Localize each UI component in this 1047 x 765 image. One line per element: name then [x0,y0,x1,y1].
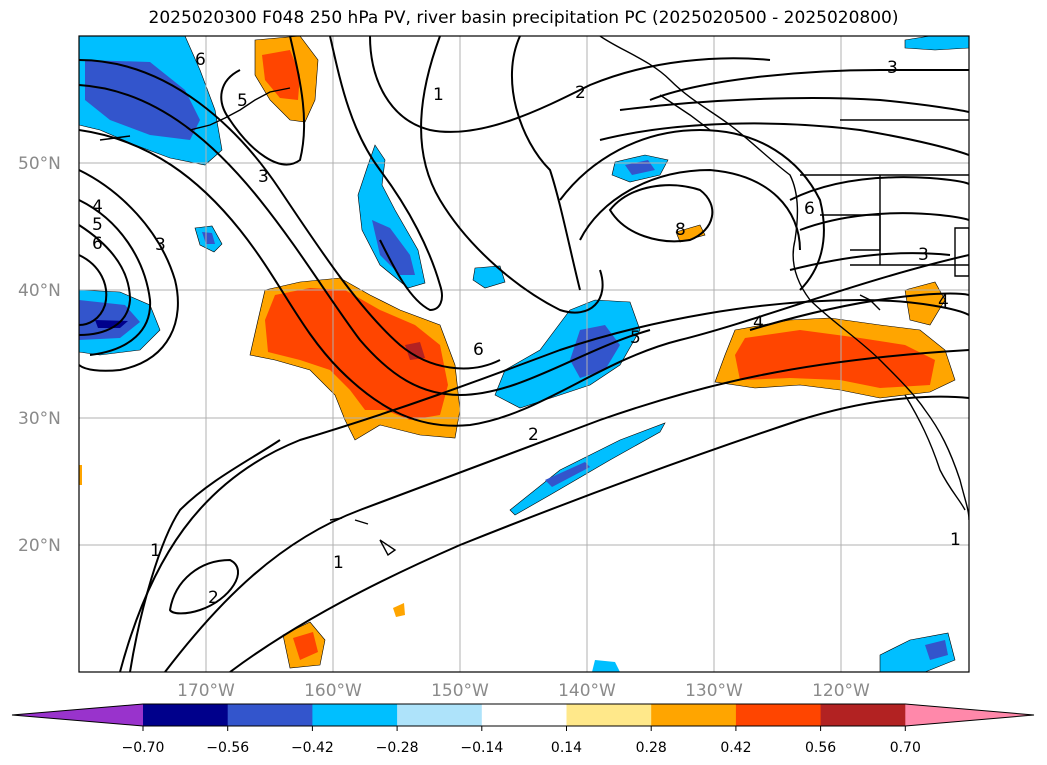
lon-label: 150°W [431,681,489,701]
colorbar-segment [651,704,737,726]
pv-contours [79,36,969,672]
lon-label: 170°W [177,681,235,701]
longitude-labels: 170°W 160°W 150°W 140°W 130°W 120°W [177,681,870,701]
map-title: 2025020300 F048 250 hPa PV, river basin … [148,8,899,28]
contour-label: 5 [630,328,641,348]
contour-label: 3 [155,235,166,255]
contour-label: 3 [258,167,269,187]
contour-label: 6 [195,50,206,70]
colorbar-tick-label: 0.28 [636,740,667,756]
contour-label: 5 [237,91,248,111]
colorbar-tick-label: −0.28 [376,740,419,756]
colorbar-segment [397,704,483,726]
plot-frame [78,35,970,673]
contour-label: 6 [804,199,815,219]
colorbar-extend-low [12,704,143,726]
contour-label: 4 [92,197,103,217]
colorbar-tick-label: −0.56 [206,740,249,756]
lat-label: 50°N [18,154,61,174]
contour-label: 1 [150,541,161,561]
colorbar-tick-label: −0.14 [460,740,503,756]
contour-label: 6 [92,234,103,254]
contour-label: 1 [950,530,961,550]
colorbar-segment [820,704,906,726]
colorbar-tick-label: −0.70 [122,740,165,756]
contour-labels: 6 5 1 2 3 3 4 5 6 3 8 6 3 4 6 5 4 2 1 2 … [92,50,961,608]
colorbar-segment [227,704,313,726]
colorbar-tick-label: 0.42 [720,740,751,756]
coastline [99,36,969,557]
colorbar-extend-high [905,704,1034,726]
colorbar: −0.70 −0.56 −0.42 −0.28 −0.14 0.14 0.28 0.42 0.5… [11,703,1035,756]
contour-label: 4 [938,292,949,312]
lon-label: 120°W [812,681,870,701]
lon-label: 160°W [304,681,362,701]
contour-label: 3 [887,58,898,78]
contour-label: 8 [675,220,686,240]
lat-label: 30°N [18,409,61,429]
colorbar-segment [481,704,567,726]
contour-label: 2 [575,83,586,103]
contour-label: 1 [333,553,344,573]
contour-label: 4 [753,313,764,333]
colorbar-tick-label: 0.14 [551,740,582,756]
colorbar-segment [735,704,822,726]
colorbar-segment [143,704,229,726]
contour-label: 6 [473,340,484,360]
contour-label: 5 [92,215,103,235]
colorbar-segment [312,704,398,726]
lon-label: 140°W [558,681,616,701]
colorbar-tick-label: 0.56 [805,740,836,756]
lat-label: 20°N [18,536,61,556]
lat-label: 40°N [18,281,61,301]
latitude-labels: 50°N 40°N 30°N 20°N [18,154,61,556]
contour-label: 3 [918,245,929,265]
colorbar-tick-label: 0.70 [890,740,921,756]
lon-label: 130°W [685,681,743,701]
contour-label: 2 [208,588,219,608]
colorbar-tick-label: −0.42 [291,740,334,756]
colorbar-segment [566,704,652,726]
graticule [79,36,969,672]
contour-label: 2 [528,425,539,445]
contour-label: 1 [433,85,444,105]
